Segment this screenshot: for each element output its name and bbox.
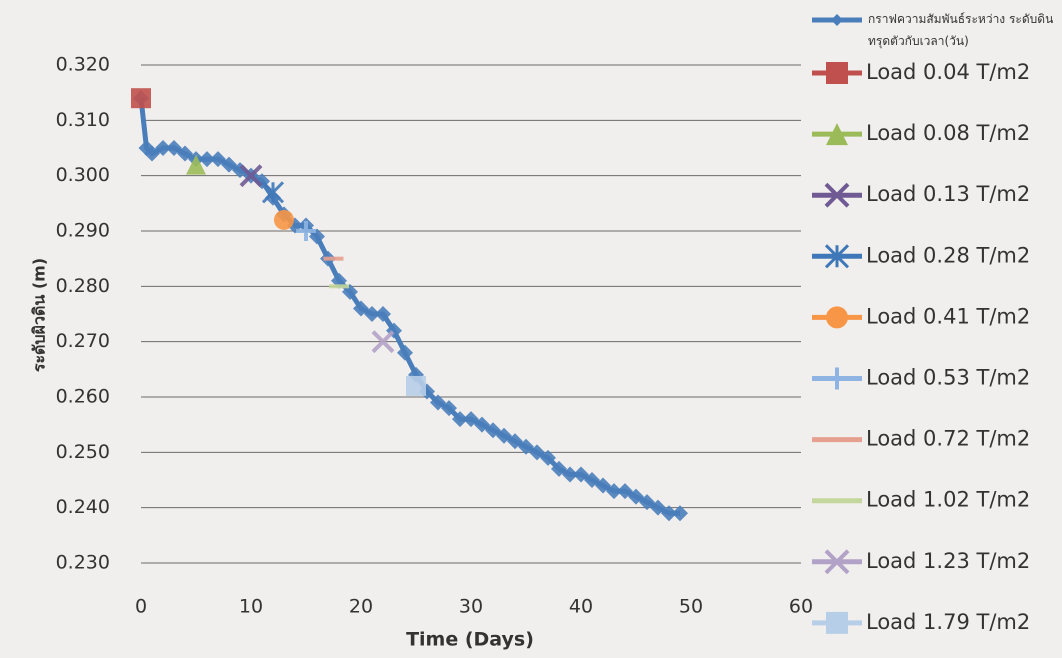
- y-tick-label: 0.280: [56, 275, 110, 297]
- data-point: [274, 210, 294, 230]
- legend-marker: [826, 438, 848, 442]
- data-point: [397, 345, 413, 361]
- legend-label: Load 1.79 T/m2: [866, 610, 1030, 634]
- data-point: [263, 182, 283, 202]
- data-point: [329, 284, 349, 288]
- legend-label: Load 0.04 T/m2: [866, 60, 1030, 84]
- legend-label: Load 0.53 T/m2: [866, 366, 1030, 390]
- x-tick-label: 60: [789, 596, 813, 618]
- legend-label: Load 0.08 T/m2: [866, 121, 1030, 145]
- legend-label: กราฟความสัมพันธ์ระหว่าง ระดับดินทรุดตัวก…: [868, 8, 1058, 52]
- y-tick-label: 0.300: [56, 164, 110, 186]
- legend-label: Load 1.02 T/m2: [866, 488, 1030, 512]
- legend-marker: [826, 368, 848, 390]
- y-tick-label: 0.290: [56, 220, 110, 242]
- chart: ระดับผิวดิน (m) Time (Days) 0.230 0.240 0.…: [0, 0, 1062, 658]
- legend-label: Load 0.13 T/m2: [866, 182, 1030, 206]
- y-tick-label: 0.310: [56, 109, 110, 131]
- legend-label: Load 0.72 T/m2: [866, 427, 1030, 451]
- legend-marker: [826, 306, 848, 328]
- x-axis-title: Time (Days): [406, 629, 534, 651]
- legend-label: Load 0.28 T/m2: [866, 243, 1030, 267]
- y-tick-label: 0.250: [56, 441, 110, 463]
- legend-marker: [826, 612, 848, 634]
- chart-container: ระดับผิวดิน (m) Time (Days) 0.230 0.240 0.…: [0, 0, 1062, 658]
- y-tick-label: 0.270: [56, 330, 110, 352]
- x-tick-label: 0: [135, 596, 147, 618]
- y-tick-label: 0.320: [56, 54, 110, 76]
- x-tick-label: 40: [569, 596, 593, 618]
- y-tick-label: 0.260: [56, 386, 110, 408]
- x-tick-label: 50: [679, 596, 703, 618]
- data-point: [131, 88, 151, 108]
- data-point: [324, 257, 344, 261]
- legend-label: Load 1.23 T/m2: [866, 549, 1030, 573]
- legend-marker: [831, 14, 843, 26]
- y-axis-title: ระดับผิวดิน (m): [30, 258, 49, 372]
- legend-marker: [826, 62, 848, 84]
- x-tick-label: 20: [349, 596, 373, 618]
- data-point: [406, 376, 426, 396]
- y-tick-label: 0.240: [56, 496, 110, 518]
- x-tick-label: 10: [239, 596, 263, 618]
- legend-marker: [826, 499, 848, 503]
- y-tick-label: 0.230: [56, 552, 110, 574]
- x-tick-label: 30: [459, 596, 483, 618]
- legend-label: Load 0.41 T/m2: [866, 304, 1030, 328]
